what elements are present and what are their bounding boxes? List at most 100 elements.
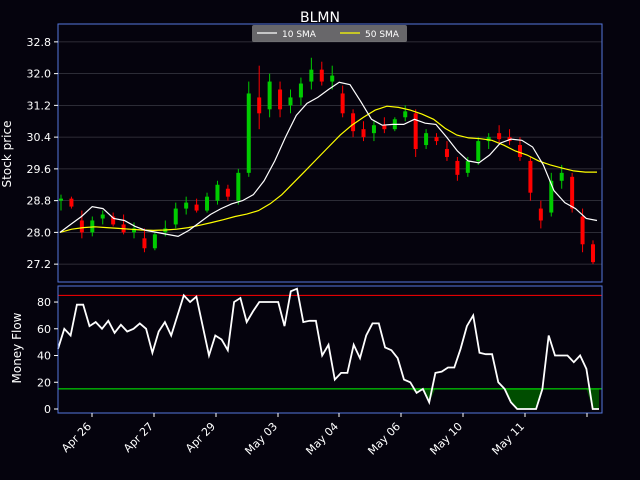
candle [111,212,116,227]
candle [528,156,533,201]
sma10-line [59,81,598,238]
candle-body [173,208,178,225]
candle-body [413,113,418,150]
candle [309,57,314,90]
candle-body [424,133,429,146]
oversold-fill-region [498,388,549,409]
candle-body [184,202,189,209]
candle [371,121,376,142]
candle-body [434,137,439,142]
candle-body [444,149,449,157]
candle [69,196,74,209]
price-y-tick-label: 30.4 [27,131,52,144]
candle-body [559,172,564,181]
candle-body [340,93,345,114]
price-y-tick-label: 31.2 [27,99,52,112]
price-y-tick-label: 28.0 [27,226,52,239]
candle [246,81,251,177]
chart-title: BLMN [300,10,340,26]
money-flow-series [57,287,599,410]
candle-body [517,145,522,157]
candle-body [100,214,105,219]
candle-body [538,208,543,221]
candle-body [465,160,470,173]
candle-body [570,176,575,209]
candle [152,232,157,251]
candle-body [111,216,116,225]
price-y-tick-label: 28.8 [27,195,52,208]
money-flow-y-tick-label: 20 [37,376,51,389]
candle-body [267,81,272,110]
candle-body [486,137,491,142]
candle [278,81,283,118]
candle-body [246,93,251,173]
candle-body [236,172,241,201]
candle-body [476,141,481,161]
price-grid [58,41,602,265]
candle-body [497,133,502,140]
candle-body [319,69,324,82]
candle-body [591,244,595,263]
candle-body [152,234,157,249]
money-flow-threshold-lines [58,294,602,390]
candle [142,228,147,253]
candle [298,77,303,106]
money-flow-line [57,287,599,410]
candle-body [59,198,63,201]
price-panel-frame [57,23,603,283]
candle [591,240,595,265]
price-y-tick-label: 32.0 [27,68,52,81]
candle [59,194,63,211]
price-legend[interactable]: 10 SMA 50 SMA [252,25,407,42]
candle-body [132,228,137,233]
candle [361,121,366,142]
money-flow-y-ticks: 0 20 40 60 80 [37,296,58,416]
price-moving-averages [59,81,598,238]
candle [215,180,220,205]
candle [340,85,345,118]
candle-body [288,97,293,106]
candle-body [257,97,262,114]
price-y-ticks: 27.2 28.0 28.8 29.6 30.4 31.2 32.0 32.8 [27,36,58,271]
candle [497,125,502,144]
candle [424,129,429,150]
candle-body [309,69,314,82]
candle [330,65,335,90]
candle [455,156,460,181]
candle [517,137,522,161]
money-flow-panel-frame [57,285,603,414]
candle-body [142,238,147,249]
candle-body [225,188,230,197]
candle-body [371,125,376,134]
sma50-line [59,105,597,233]
candle [413,109,418,157]
candle-body [361,129,366,138]
candle [549,172,554,217]
candle [236,168,241,205]
candle-body [215,184,220,201]
price-y-tick-label: 29.6 [27,163,52,176]
candle-body [351,113,356,132]
candle-body [79,220,84,233]
candle [257,65,262,130]
candle [476,137,481,165]
candle [173,202,178,229]
legend-box [252,25,407,42]
price-y-tick-label: 27.2 [27,258,52,271]
candle-body [298,83,303,98]
candle [100,210,105,225]
money-flow-y-tick-label: 80 [37,296,51,309]
candle [559,164,564,189]
candle [194,198,199,213]
candle-body [278,89,283,110]
price-y-axis-label: Stock price [0,121,14,188]
candle-body [194,204,199,211]
candle-body [330,75,335,82]
candle [288,89,293,114]
candle [184,196,189,215]
candle [570,172,575,213]
candle [267,73,272,118]
candle [486,133,491,150]
candle [351,109,356,138]
